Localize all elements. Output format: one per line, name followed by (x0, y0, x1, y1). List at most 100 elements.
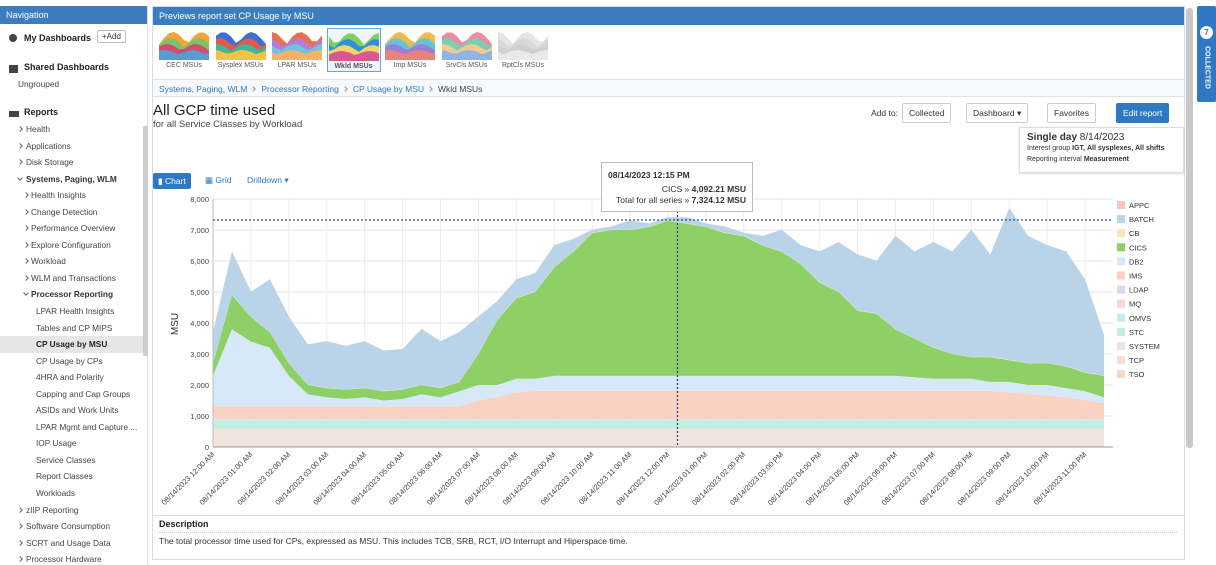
thumbnail[interactable]: LPAR MSUs (270, 28, 324, 72)
y-tick-label: 5,000 (190, 288, 209, 297)
chevron (17, 539, 23, 546)
area (213, 419, 1104, 421)
interval-label: Reporting interval (1027, 156, 1082, 163)
collected-panel[interactable]: 7 COLLECTED (1197, 6, 1216, 102)
legend-swatch (1117, 229, 1125, 238)
nav-item[interactable]: Capping and Cap Groups (0, 386, 148, 403)
thumbnail-label: LPAR MSUs (277, 62, 317, 69)
nav-item[interactable]: Processor Reporting (0, 286, 148, 303)
chart-tab[interactable]: ▮ Chart (153, 173, 191, 189)
nav-label: 4HRA and Polarity (36, 372, 104, 383)
thumbnail-label: Wkld MSUs (334, 63, 373, 70)
ungrouped[interactable]: Ungrouped (18, 79, 60, 89)
thumbnail[interactable]: RptCls MSUs (496, 28, 550, 72)
nav-item[interactable]: Applications (0, 138, 148, 155)
breadcrumb-item[interactable]: CP Usage by MSU (352, 84, 425, 94)
reports[interactable]: Reports (24, 107, 59, 117)
chevron (23, 225, 29, 232)
chevron (17, 142, 23, 149)
nav-item[interactable]: Workload (0, 253, 148, 270)
breadcrumb-item: Wkld MSUs (438, 84, 483, 94)
nav-item[interactable]: Change Detection (0, 204, 148, 221)
nav-label: CP Usage by CPs (36, 355, 103, 366)
scope: All sysplexes, All shifts (1086, 145, 1165, 152)
legend-label: MQ (1129, 300, 1141, 309)
thumbnail[interactable]: SrvCls MSUs (440, 28, 494, 72)
chevron (17, 174, 23, 181)
thumbnail-preview (272, 32, 322, 60)
legend-swatch (1117, 201, 1125, 209)
legend-label: SYSTEM (1129, 342, 1160, 351)
add-button[interactable]: +Add (97, 30, 126, 43)
y-tick-label: 7,000 (190, 226, 209, 235)
grid-tab[interactable]: ▦ Grid (205, 175, 232, 185)
collected-button[interactable]: Collected (902, 103, 952, 123)
edit-button[interactable]: Edit report (1116, 103, 1170, 123)
dashboard-text: Dashboard (973, 108, 1015, 118)
favorites-button[interactable]: Favorites (1047, 103, 1096, 123)
nav-item[interactable]: Service Classes (0, 452, 148, 469)
thumbnail-shape (159, 50, 209, 60)
description-text: The total processor time used for CPs, e… (159, 536, 628, 546)
nav-item[interactable]: Report Classes (0, 468, 148, 485)
description-title: Description (159, 519, 209, 529)
nav-item[interactable]: WLM and Transactions (0, 270, 148, 287)
breadcrumb-item[interactable]: Processor Reporting (261, 84, 339, 94)
nav-label: Performance Overview (31, 223, 116, 234)
shared-dashboards[interactable]: Shared Dashboards (24, 62, 110, 72)
nav-item[interactable]: Explore Configuration (0, 237, 148, 254)
nav-label: Health (26, 124, 50, 134)
nav-item[interactable]: Workloads (0, 485, 148, 502)
nav-label: SCRT and Usage Data (26, 537, 111, 548)
nav-item[interactable]: Systems, Paging, WLM (0, 171, 148, 188)
collected-label: COLLECTED (1203, 46, 1211, 89)
chevron (23, 192, 29, 199)
breadcrumb-item[interactable]: Systems, Paging, WLM (159, 84, 248, 94)
legend-swatch (1117, 370, 1125, 379)
y-axis-label: MSU (170, 313, 181, 335)
nav-item[interactable]: Disk Storage (0, 154, 148, 171)
collected-count: 7 (1200, 26, 1213, 39)
nav-item[interactable]: IOP Usage (0, 435, 148, 452)
chevron (23, 275, 29, 281)
legend-swatch (1117, 257, 1125, 266)
nav-item[interactable]: ASIDs and Work Units (0, 402, 148, 419)
legend-swatch (1117, 342, 1125, 350)
nav-item[interactable]: Software Consumption (0, 518, 148, 535)
nav-item[interactable]: CP Usage by MSU (0, 336, 148, 353)
thumbnail[interactable]: CEC MSUs (157, 28, 211, 72)
legend-label: APPC (1129, 201, 1150, 210)
thumbnail-preview (328, 33, 379, 61)
thumbnail-preview (498, 32, 548, 60)
thumbnail[interactable]: Imp MSUs (383, 28, 437, 72)
thumbnail-label: SrvCls MSUs (445, 62, 488, 69)
report-panel: Previews report set CP Usage by MSU CEC … (152, 6, 1185, 560)
tooltip-time: 08/14/2023 12:15 PM (608, 170, 690, 180)
nav-item[interactable]: Processor Hardware (0, 551, 148, 565)
nav-label: Processor Hardware (26, 554, 102, 565)
nav-item[interactable]: Tables and CP MIPS (0, 320, 148, 337)
nav-label: Systems, Paging, WLM (26, 173, 117, 184)
my-dashboards[interactable]: My Dashboards (24, 33, 92, 43)
nav-item[interactable]: CP Usage by CPs (0, 353, 148, 370)
nav-item[interactable]: LPAR Health Insights (0, 303, 148, 320)
nav-label: Report Classes (36, 471, 93, 482)
nav-item[interactable]: Health (0, 121, 148, 138)
thumbnail[interactable]: Wkld MSUs (326, 28, 381, 72)
nav-item[interactable]: 4HRA and Polarity (0, 369, 148, 386)
nav-item[interactable]: LPAR Mgmt and Capture ... (0, 419, 148, 436)
thumbnail[interactable]: Sysplex MSUs (214, 28, 268, 72)
legend-swatch (1117, 356, 1125, 365)
thumbnail-shape (498, 50, 548, 60)
nav-item[interactable]: zIIP Reporting (0, 502, 148, 519)
area (213, 207, 1104, 391)
chevron (23, 208, 29, 215)
drilldown-tab[interactable]: Drilldown ▾ (247, 175, 289, 185)
nav-item[interactable]: Health Insights (0, 187, 148, 204)
dashboard-button[interactable]: Dashboard ▾ (966, 103, 1029, 123)
main-scrollbar (1186, 8, 1193, 448)
nav-item[interactable]: SCRT and Usage Data (0, 535, 148, 552)
chevron (23, 241, 29, 248)
y-tick-label: 8,000 (190, 195, 209, 204)
nav-item[interactable]: Performance Overview (0, 220, 148, 237)
